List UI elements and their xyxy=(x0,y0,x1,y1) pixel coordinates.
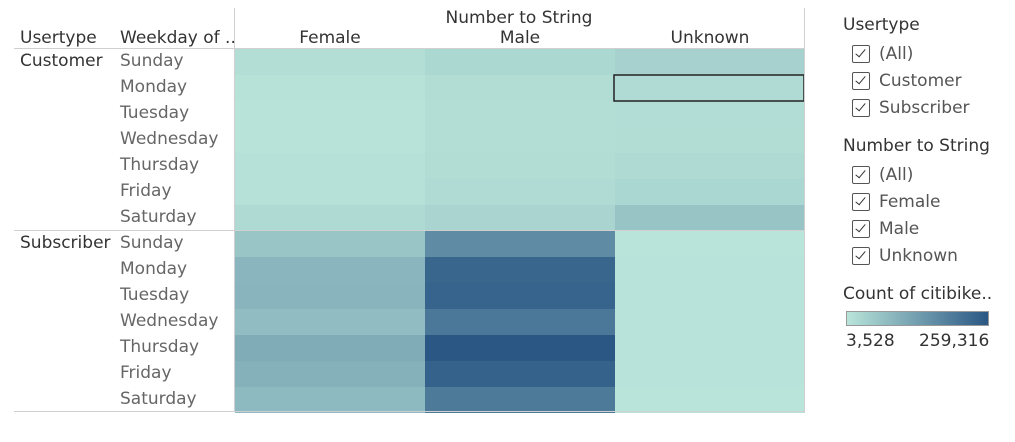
group-divider xyxy=(14,230,804,231)
heatmap-cell[interactable] xyxy=(615,257,805,283)
heatmap-cell[interactable] xyxy=(235,387,425,413)
heatmap-cell[interactable] xyxy=(425,127,615,153)
day-label[interactable]: Wednesday xyxy=(120,311,219,331)
day-label[interactable]: Tuesday xyxy=(120,285,190,305)
heatmap-cell[interactable] xyxy=(425,335,615,361)
heatmap-cell[interactable] xyxy=(425,257,615,283)
heatmap-cell[interactable] xyxy=(235,101,425,127)
color-legend-title: Count of citibike.. xyxy=(843,284,993,304)
day-label[interactable]: Friday xyxy=(120,363,172,383)
heatmap-cell[interactable] xyxy=(235,205,425,231)
filter-label: Unknown xyxy=(879,246,958,266)
usertype-header: Usertype xyxy=(20,28,97,48)
bottom-border xyxy=(14,411,804,412)
color-legend-max: 259,316 xyxy=(919,331,990,351)
gender-filter-female[interactable]: Female xyxy=(852,192,940,212)
color-legend-ramp xyxy=(846,311,989,326)
right-border xyxy=(804,8,805,412)
day-label[interactable]: Monday xyxy=(120,77,188,97)
heatmap-cell[interactable] xyxy=(425,153,615,179)
heatmap-cell[interactable] xyxy=(235,283,425,309)
heatmap-cell[interactable] xyxy=(615,153,805,179)
heatmap-cell[interactable] xyxy=(425,205,615,231)
heatmap-cell[interactable] xyxy=(615,387,805,413)
checkbox-checked-icon[interactable] xyxy=(852,99,870,117)
heatmap-cell[interactable] xyxy=(615,283,805,309)
heatmap-cell[interactable] xyxy=(615,179,805,205)
filter-label: Subscriber xyxy=(879,98,970,118)
weekday-header: Weekday of .. xyxy=(120,28,236,48)
heatmap-cell[interactable] xyxy=(235,335,425,361)
heatmap-cell[interactable] xyxy=(615,361,805,387)
heatmap-cell[interactable] xyxy=(615,49,805,75)
day-label[interactable]: Friday xyxy=(120,181,172,201)
checkbox-checked-icon[interactable] xyxy=(852,45,870,63)
heatmap-cell[interactable] xyxy=(615,75,805,101)
day-label[interactable]: Sunday xyxy=(120,233,184,253)
heatmap-cell[interactable] xyxy=(235,309,425,335)
heatmap-cell[interactable] xyxy=(235,75,425,101)
checkbox-checked-icon[interactable] xyxy=(852,220,870,238)
heatmap-cell[interactable] xyxy=(425,101,615,127)
day-label[interactable]: Monday xyxy=(120,259,188,279)
filter-label: Female xyxy=(879,192,941,212)
usertype-filter-title: Usertype xyxy=(843,15,920,35)
filter-label: Male xyxy=(879,219,920,239)
gender-filter-title: Number to String xyxy=(843,136,990,156)
checkbox-checked-icon[interactable] xyxy=(852,193,870,211)
column-group-header: Number to String xyxy=(445,8,593,28)
heatmap-cell[interactable] xyxy=(235,153,425,179)
gender-filter-all[interactable]: (All) xyxy=(852,165,913,185)
heatmap-cell[interactable] xyxy=(615,205,805,231)
day-label[interactable]: Wednesday xyxy=(120,129,219,149)
heatmap-cell[interactable] xyxy=(425,231,615,257)
column-header-female[interactable]: Female xyxy=(299,28,361,48)
pane-divider xyxy=(234,8,235,412)
heatmap-cell[interactable] xyxy=(235,127,425,153)
heatmap-cell[interactable] xyxy=(235,361,425,387)
row-group-subscriber[interactable]: Subscriber xyxy=(20,233,111,253)
heatmap-chart xyxy=(235,49,805,413)
gender-filter-unknown[interactable]: Unknown xyxy=(852,246,958,266)
heatmap-cell[interactable] xyxy=(615,309,805,335)
day-label[interactable]: Tuesday xyxy=(120,103,190,123)
heatmap-cell[interactable] xyxy=(235,179,425,205)
heatmap-cell[interactable] xyxy=(425,179,615,205)
checkbox-checked-icon[interactable] xyxy=(852,247,870,265)
heatmap-cell[interactable] xyxy=(615,127,805,153)
day-label[interactable]: Saturday xyxy=(120,389,197,409)
column-header-male[interactable]: Male xyxy=(499,28,541,48)
column-header-unknown[interactable]: Unknown xyxy=(670,28,750,48)
heatmap-cell[interactable] xyxy=(235,49,425,75)
heatmap-cell[interactable] xyxy=(425,49,615,75)
day-label[interactable]: Sunday xyxy=(120,51,184,71)
heatmap-cell[interactable] xyxy=(425,75,615,101)
gender-filter-male[interactable]: Male xyxy=(852,219,919,239)
heatmap-cell[interactable] xyxy=(615,231,805,257)
usertype-filter-all[interactable]: (All) xyxy=(852,44,913,64)
checkbox-checked-icon[interactable] xyxy=(852,166,870,184)
day-label[interactable]: Thursday xyxy=(120,155,200,175)
day-label[interactable]: Thursday xyxy=(120,337,200,357)
usertype-filter-subscriber[interactable]: Subscriber xyxy=(852,98,970,118)
heatmap-cell[interactable] xyxy=(425,283,615,309)
filter-label: (All) xyxy=(879,44,914,64)
heatmap-cell[interactable] xyxy=(615,101,805,127)
usertype-filter-customer[interactable]: Customer xyxy=(852,71,962,91)
heatmap-cell[interactable] xyxy=(235,257,425,283)
heatmap-cell[interactable] xyxy=(425,309,615,335)
row-group-customer[interactable]: Customer xyxy=(20,51,103,71)
filter-label: Customer xyxy=(879,71,962,91)
heatmap-cell[interactable] xyxy=(425,361,615,387)
header-divider xyxy=(14,48,804,49)
heatmap-cell[interactable] xyxy=(615,335,805,361)
day-label[interactable]: Saturday xyxy=(120,207,197,227)
heatmap-cell[interactable] xyxy=(425,387,615,413)
checkbox-checked-icon[interactable] xyxy=(852,72,870,90)
color-legend-min: 3,528 xyxy=(846,331,895,351)
filter-label: (All) xyxy=(879,165,914,185)
heatmap-cell[interactable] xyxy=(235,231,425,257)
